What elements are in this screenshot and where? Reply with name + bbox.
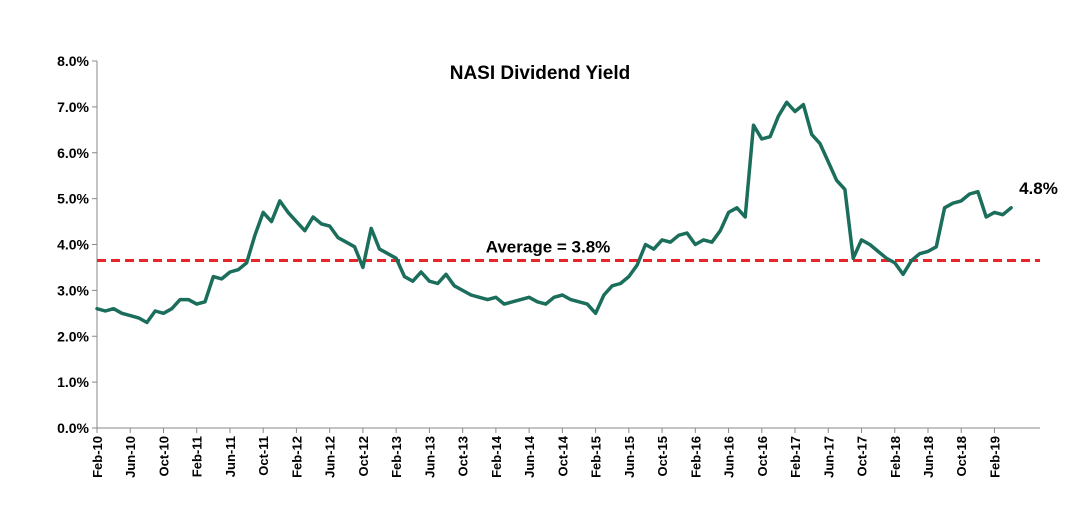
x-tick-label: Jun-16 (722, 436, 737, 478)
x-tick-label: Feb-14 (489, 435, 504, 478)
y-tick-label: 5.0% (57, 191, 89, 207)
yield-line (95, 100, 1013, 325)
x-tick-label: Feb-13 (389, 436, 404, 478)
x-tick-label: Oct-15 (655, 436, 670, 476)
average-label: Average = 3.8% (486, 238, 611, 257)
x-tick-label: Feb-10 (90, 436, 105, 478)
x-tick-label: Oct-10 (156, 436, 171, 476)
x-tick-label: Oct-11 (256, 436, 271, 476)
x-tick-label: Jun-10 (123, 436, 138, 478)
x-tick-label: Jun-12 (323, 436, 338, 478)
x-tick-label: Jun-15 (622, 436, 637, 478)
x-tick-label: Feb-18 (888, 436, 903, 478)
x-tick-label: Oct-17 (855, 436, 870, 476)
x-tick-label: Jun-17 (821, 436, 836, 478)
x-tick-label: Jun-18 (921, 436, 936, 478)
x-tick-label: Feb-12 (289, 436, 304, 478)
end-value-label: 4.8% (1019, 179, 1058, 198)
x-tick-label: Oct-14 (555, 435, 570, 476)
x-tick-label: Jun-13 (422, 436, 437, 478)
x-tick-label: Oct-18 (954, 436, 969, 476)
y-tick-label: 1.0% (57, 374, 89, 390)
y-tick-label: 2.0% (57, 328, 89, 344)
y-tick-label: 8.0% (57, 53, 89, 69)
x-tick-label: Oct-16 (755, 436, 770, 476)
x-tick-label: Feb-15 (589, 436, 604, 478)
y-tick-label: 7.0% (57, 99, 89, 115)
x-tick-label: Oct-12 (356, 436, 371, 476)
x-tick-label: Feb-17 (788, 436, 803, 478)
x-tick-label: Feb-16 (688, 436, 703, 478)
x-tick-label: Feb-19 (987, 436, 1002, 478)
x-tick-label: Jun-11 (223, 436, 238, 477)
y-tick-label: 6.0% (57, 145, 89, 161)
y-tick-label: 4.0% (57, 237, 89, 253)
y-tick-label: 3.0% (57, 282, 89, 298)
x-tick-label: Feb-11 (190, 436, 205, 477)
x-tick-label: Jun-14 (522, 435, 537, 478)
chart-title: NASI Dividend Yield (450, 63, 631, 84)
y-tick-label: 0.0% (57, 420, 89, 436)
x-tick-label: Oct-13 (456, 436, 471, 476)
